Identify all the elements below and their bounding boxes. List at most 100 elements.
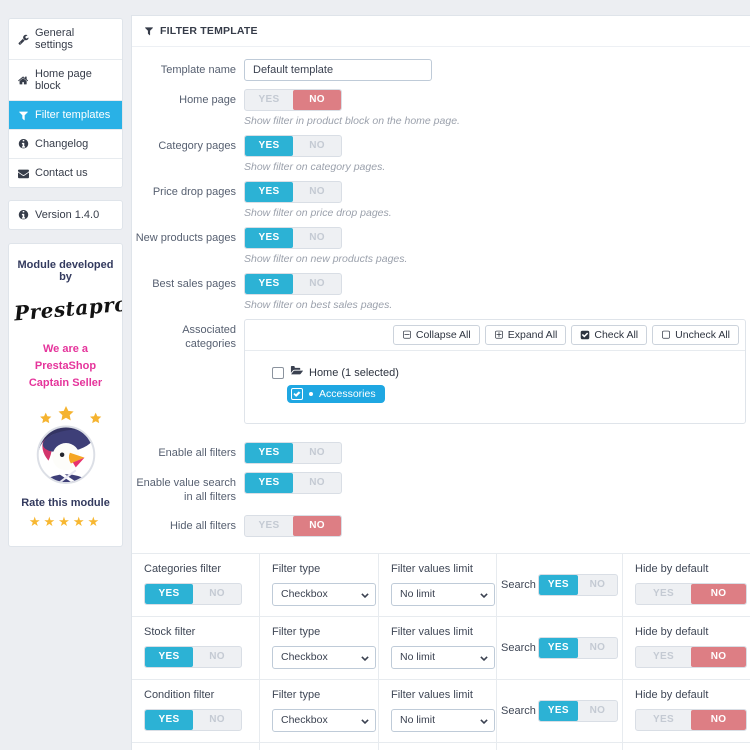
table-row-price-hide-cell: Hide by default YES NO: [623, 743, 750, 750]
toggle-no-option[interactable]: NO: [691, 583, 746, 604]
stock-filter-hide-toggle[interactable]: YES NO: [635, 645, 747, 668]
toggle-yes-option[interactable]: YES: [258, 94, 280, 105]
collapse-all-button[interactable]: Collapse All: [392, 325, 480, 345]
empty-checkbox-icon: [661, 330, 671, 340]
filter-type-select[interactable]: Checkbox: [272, 582, 376, 606]
enable-value-search-toggle[interactable]: YES NO: [244, 472, 342, 494]
toggle-no-option[interactable]: NO: [691, 646, 746, 667]
tree-item-home[interactable]: Home (1 selected): [272, 366, 735, 379]
toggle-yes-option[interactable]: YES: [245, 443, 293, 463]
toggle-no-option[interactable]: NO: [293, 515, 341, 536]
toggle-no-option[interactable]: NO: [293, 90, 341, 110]
template-name-input[interactable]: [244, 59, 432, 81]
toggle-yes-option[interactable]: YES: [538, 574, 578, 595]
best-sales-pages-label: Best sales pages: [152, 278, 236, 290]
toggle-yes-option[interactable]: YES: [538, 700, 578, 721]
toggle-yes-option[interactable]: YES: [245, 228, 293, 248]
toggle-no-option[interactable]: NO: [309, 186, 325, 197]
toggle-yes-option[interactable]: YES: [653, 713, 674, 725]
sidebar-item-general-settings[interactable]: General settings: [9, 19, 122, 60]
hide-all-filters-label: Hide all filters: [169, 519, 236, 532]
hide-all-filters-toggle[interactable]: YES NO: [244, 514, 342, 537]
version-row: Version 1.4.0: [9, 201, 122, 229]
table-row-price-type-cell: Filter type Slider: [260, 742, 379, 750]
stock-filter-enabled-toggle[interactable]: YES NO: [144, 645, 242, 668]
table-row-stock-name-cell: Stock filter YES NO: [132, 616, 260, 680]
toggle-no-option[interactable]: NO: [589, 704, 606, 716]
sidebar-item-filter-templates[interactable]: Filter templates: [9, 101, 122, 130]
categories-filter-hide-toggle[interactable]: YES NO: [635, 582, 747, 605]
toggle-no-option[interactable]: NO: [309, 232, 325, 243]
filter-values-limit-select[interactable]: No limit: [391, 645, 495, 669]
category-tree: Home (1 selected) Accessories: [245, 351, 745, 423]
home-checkbox[interactable]: [272, 366, 284, 379]
uncheck-all-button[interactable]: Uncheck All: [652, 325, 739, 345]
categories-filter-search-toggle[interactable]: YES NO: [537, 573, 618, 596]
toggle-yes-option[interactable]: YES: [145, 646, 193, 667]
toggle-no-option[interactable]: NO: [209, 713, 225, 725]
envelope-icon: [18, 168, 29, 179]
developer-heading: Module developed by: [17, 259, 114, 283]
toggle-yes-option[interactable]: YES: [653, 650, 674, 662]
filter-values-limit-select[interactable]: No limit: [391, 582, 495, 606]
chevron-down-icon: [361, 591, 369, 599]
new-products-pages-toggle[interactable]: YES NO: [244, 227, 342, 249]
toggle-no-option[interactable]: NO: [691, 709, 746, 730]
filter-template-panel: FILTER TEMPLATE Template name Home page …: [131, 15, 750, 750]
categories-filter-enabled-toggle[interactable]: YES NO: [144, 582, 242, 605]
best-sales-pages-toggle[interactable]: YES NO: [244, 273, 342, 295]
toggle-no-option[interactable]: NO: [309, 477, 325, 488]
filters-table: Categories filter YES NO Filter type Che…: [132, 552, 750, 750]
stock-filter-search-toggle[interactable]: YES NO: [537, 636, 618, 659]
toggle-no-option[interactable]: NO: [589, 578, 606, 590]
new-products-pages-row: New products pages YES NO Show filter on…: [132, 227, 750, 265]
filter-type-select[interactable]: Checkbox: [272, 708, 376, 732]
prestapro-logo[interactable]: Prestapro: [13, 291, 123, 326]
filter-type-label: Filter type: [272, 562, 321, 575]
enable-value-search-row: Enable value search in all filters YES N…: [132, 472, 750, 505]
expand-all-button[interactable]: Expand All: [484, 325, 567, 345]
sidebar-item-home-page-block[interactable]: Home page block: [9, 60, 122, 101]
filter-values-limit-value: No limit: [400, 714, 436, 727]
condition-filter-hide-toggle[interactable]: YES NO: [635, 708, 747, 731]
toggle-yes-option[interactable]: YES: [258, 519, 280, 531]
uncheck-all-label: Uncheck All: [675, 329, 730, 341]
toggle-yes-option[interactable]: YES: [145, 583, 193, 604]
chevron-down-icon: [480, 654, 488, 662]
toggle-no-option[interactable]: NO: [309, 447, 325, 458]
toggle-yes-option[interactable]: YES: [653, 587, 674, 599]
toggle-yes-option[interactable]: YES: [245, 274, 293, 294]
category-pages-toggle[interactable]: YES NO: [244, 135, 342, 157]
tree-item-accessories[interactable]: Accessories: [287, 385, 385, 403]
filter-values-limit-select[interactable]: No limit: [391, 708, 495, 732]
template-name-row: Template name: [132, 59, 750, 81]
toggle-no-option[interactable]: NO: [309, 278, 325, 289]
condition-filter-enabled-toggle[interactable]: YES NO: [144, 708, 242, 731]
toggle-yes-option[interactable]: YES: [245, 182, 293, 202]
sidebar-item-changelog[interactable]: Changelog: [9, 130, 122, 159]
toggle-yes-option[interactable]: YES: [245, 136, 293, 156]
star-rating[interactable]: ★★★★★: [28, 514, 103, 530]
panel-body: Template name Home page YES NO Show filt…: [132, 47, 750, 750]
sidebar-item-label: Home page block: [35, 68, 92, 92]
sidebar-item-label: Changelog: [35, 138, 89, 150]
toggle-no-option[interactable]: NO: [209, 587, 225, 599]
enable-all-filters-toggle[interactable]: YES NO: [244, 442, 342, 464]
condition-filter-search-toggle[interactable]: YES NO: [537, 699, 618, 722]
toggle-yes-option[interactable]: YES: [145, 709, 193, 730]
captain-bird-illustration: [36, 406, 101, 485]
toggle-no-option[interactable]: NO: [589, 641, 606, 653]
filter-type-select[interactable]: Checkbox: [272, 645, 376, 669]
hide-by-default-label: Hide by default: [635, 625, 709, 638]
toggle-yes-option[interactable]: YES: [538, 637, 578, 658]
hide-by-default-label: Hide by default: [635, 688, 709, 701]
table-row-condition-name-cell: Condition filter YES NO: [132, 679, 260, 743]
accessories-checkbox[interactable]: [291, 388, 303, 400]
toggle-no-option[interactable]: NO: [209, 650, 225, 662]
check-all-button[interactable]: Check All: [571, 325, 648, 345]
price-drop-pages-toggle[interactable]: YES NO: [244, 181, 342, 203]
toggle-yes-option[interactable]: YES: [245, 473, 293, 493]
sidebar-item-contact-us[interactable]: Contact us: [9, 159, 122, 187]
toggle-no-option[interactable]: NO: [309, 140, 325, 151]
home-page-toggle[interactable]: YES NO: [244, 89, 342, 111]
